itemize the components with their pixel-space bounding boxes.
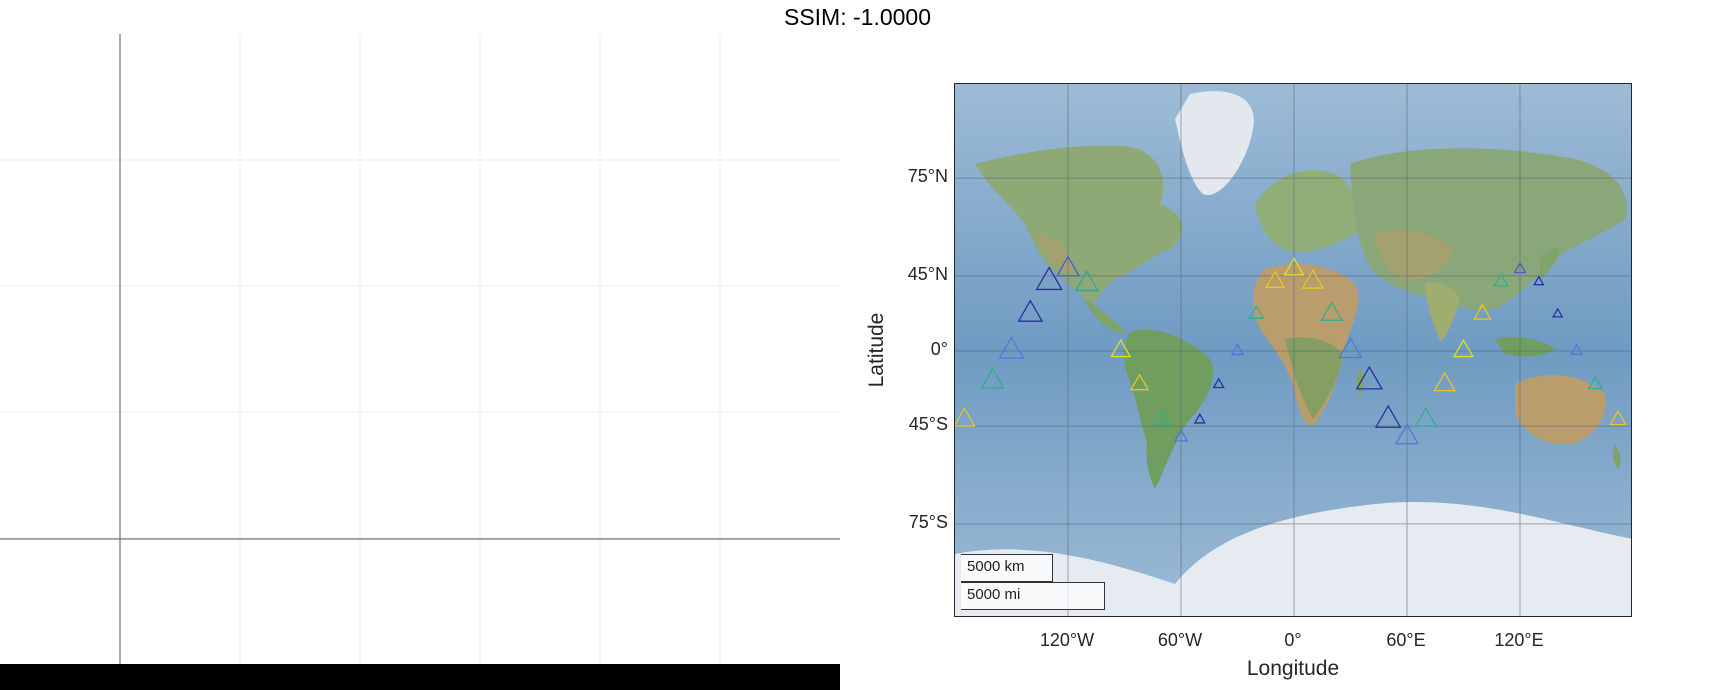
triangle-marker <box>1355 365 1384 390</box>
triangle-marker <box>998 336 1025 359</box>
x-tick-label: 60°E <box>1386 630 1426 650</box>
triangle-marker <box>980 367 1005 389</box>
triangle-marker <box>1055 255 1081 277</box>
triangle-marker <box>1569 343 1584 355</box>
triangle-marker <box>1452 338 1475 358</box>
triangle-marker <box>1301 268 1325 289</box>
x-tick-label: 60°W <box>1157 630 1203 650</box>
triangle-marker <box>1513 261 1527 274</box>
triangle-marker <box>1609 409 1627 426</box>
triangle-marker <box>1587 375 1604 390</box>
triangle-marker <box>1394 423 1420 445</box>
y-axis-label: Latitude <box>865 312 888 388</box>
empty-axes-grid <box>0 34 840 664</box>
south-america <box>1124 329 1214 489</box>
triangle-marker <box>1173 428 1189 442</box>
triangle-marker <box>1129 373 1150 391</box>
triangle-marker <box>1153 409 1172 426</box>
antarctica <box>955 502 1631 616</box>
australia <box>1515 375 1606 445</box>
triangle-marker <box>1551 307 1564 318</box>
x-tick-label: 120°E <box>1494 630 1544 650</box>
triangle-marker <box>1248 304 1265 319</box>
black-bar <box>0 664 840 690</box>
triangle-marker <box>1265 270 1286 288</box>
europe <box>1255 170 1359 253</box>
triangle-marker <box>1230 343 1245 356</box>
triangle-marker <box>1212 377 1225 389</box>
triangle-marker <box>1493 273 1509 287</box>
north-america <box>975 145 1183 309</box>
triangle-marker <box>1074 270 1099 292</box>
triangle-marker <box>1338 337 1363 359</box>
triangle-marker <box>1374 404 1402 428</box>
triangle-marker <box>1035 266 1063 291</box>
new-zealand <box>1612 444 1621 469</box>
y-tick-label: 75°S <box>908 511 948 532</box>
map-axes[interactable]: 5000 km 5000 mi <box>954 83 1632 617</box>
triangle-marker <box>1110 338 1132 358</box>
y-tick-label: 45°S <box>908 414 948 435</box>
scalebar-mi: 5000 mi <box>961 582 1105 610</box>
india <box>1425 282 1460 342</box>
y-tick-label: 75°N <box>907 166 948 187</box>
triangle-marker <box>1414 406 1438 427</box>
y-tick-label: 0° <box>930 339 948 359</box>
x-axis-label: Longitude <box>1246 657 1340 680</box>
empty-axes <box>0 34 840 664</box>
triangle-marker <box>1533 275 1545 286</box>
triangle-marker <box>1193 412 1206 424</box>
southeast-asia <box>1495 337 1555 357</box>
world-map <box>955 84 1631 616</box>
y-tick-label: 45°N <box>907 263 948 284</box>
central-america <box>1085 299 1125 334</box>
scalebar-km: 5000 km <box>961 554 1053 582</box>
greenland <box>1175 91 1254 196</box>
triangle-marker <box>1473 303 1492 320</box>
triangle-marker <box>955 406 976 427</box>
x-tick-label: 120°W <box>1039 630 1095 650</box>
triangle-marker <box>1283 257 1305 276</box>
figure-title: SSIM: -1.0000 <box>783 4 932 30</box>
triangle-marker <box>1320 301 1343 321</box>
triangle-marker <box>1017 299 1044 322</box>
markers <box>955 255 1627 445</box>
japan <box>1540 248 1560 279</box>
x-tick-label: 0° <box>1284 630 1302 650</box>
triangle-marker <box>1433 371 1456 392</box>
